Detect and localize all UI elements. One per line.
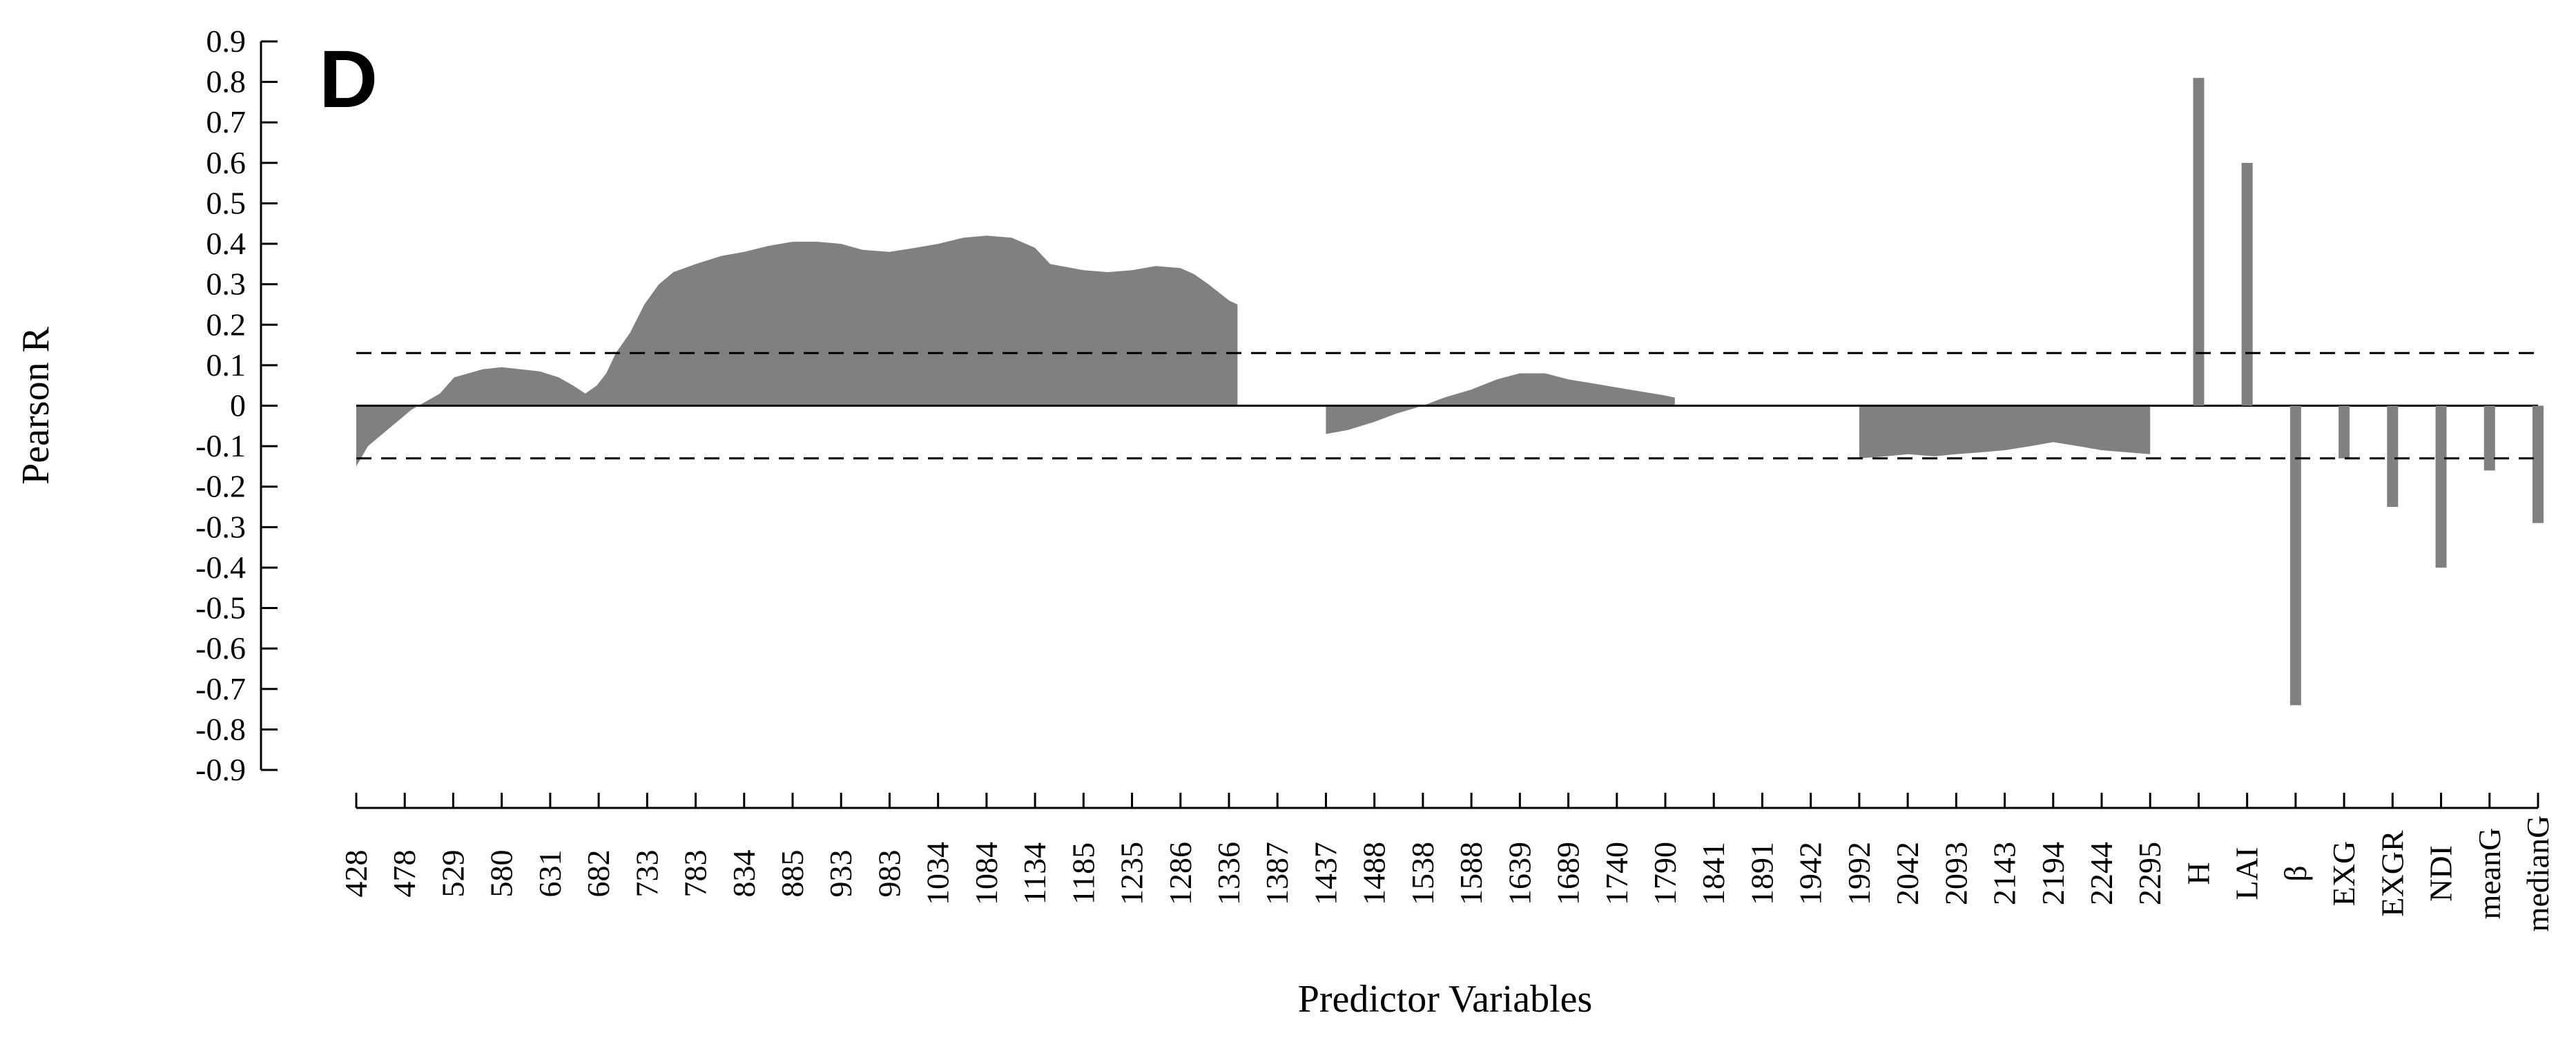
- y-tick-label: -0.8: [195, 711, 246, 746]
- x-tick-label: 2295: [2132, 842, 2167, 905]
- x-tick-label: 1286: [1163, 842, 1198, 905]
- variable-bars: [2193, 77, 2544, 706]
- x-tick-label: 885: [775, 850, 810, 898]
- x-tick-label: 580: [484, 850, 519, 898]
- y-tick-label: 0.8: [206, 64, 246, 99]
- x-tick-label: 1034: [920, 842, 956, 905]
- y-tick-label: -0.6: [195, 630, 246, 666]
- x-tick-label: 2244: [2084, 842, 2119, 905]
- x-tick-label: 2042: [1890, 842, 1925, 905]
- y-tick-label: 0.1: [206, 347, 246, 383]
- spectral-area-1: [356, 235, 1238, 467]
- x-tick-label: 2093: [1938, 842, 1973, 905]
- y-tick-label: -0.7: [195, 671, 246, 706]
- x-tick-label: 682: [581, 850, 616, 898]
- y-tick-label: -0.5: [195, 590, 246, 626]
- x-tick-label: 1084: [969, 842, 1004, 905]
- x-tick-label: EXG: [2326, 841, 2361, 907]
- x-tick-label: 1689: [1551, 842, 1586, 905]
- y-tick-label: 0.4: [206, 226, 246, 261]
- x-tick-label: 1942: [1793, 842, 1828, 905]
- x-tick-label: 2194: [2035, 842, 2071, 905]
- variable-bar-medianG: [2533, 405, 2544, 523]
- x-axis-title: Predictor Variables: [1298, 978, 1593, 1021]
- x-tick-label: NDI: [2423, 845, 2459, 902]
- x-tick-label: 1588: [1453, 842, 1489, 905]
- x-tick-label: 1538: [1405, 842, 1440, 905]
- x-tick-label: 1185: [1065, 842, 1101, 905]
- variable-bar-NDI: [2435, 405, 2447, 568]
- reference-lines: [356, 351, 2538, 460]
- x-tick-label: LAI: [2229, 847, 2265, 900]
- y-tick-label: 0.7: [206, 104, 246, 139]
- panel-label: D: [319, 34, 378, 125]
- y-tick-label: 0.3: [206, 267, 246, 302]
- variable-bar-H: [2193, 77, 2205, 406]
- variable-bar-β: [2289, 405, 2301, 706]
- variable-bar-LAI: [2241, 162, 2253, 406]
- y-tick-label: -0.9: [195, 752, 246, 787]
- spectral-area-2: [1326, 373, 1675, 434]
- x-tick-label: 529: [435, 850, 470, 898]
- x-tick-label: 478: [387, 850, 422, 898]
- x-tick-label: 983: [871, 850, 907, 898]
- x-tick-label: 1790: [1647, 842, 1683, 905]
- x-tick-label: 933: [823, 850, 858, 898]
- y-tick-label: 0.6: [206, 145, 246, 180]
- x-tick-label: 1437: [1308, 842, 1343, 905]
- x-tick-label: EXGR: [2374, 830, 2410, 917]
- x-tick-label: 1134: [1017, 842, 1052, 905]
- y-tick-label: -0.4: [195, 550, 246, 585]
- y-tick-label: 0.5: [206, 185, 246, 220]
- x-tick-label: medianG: [2520, 816, 2555, 932]
- y-tick-label: -0.1: [195, 428, 246, 463]
- y-tick-label: -0.3: [195, 509, 246, 544]
- variable-bar-EXGR: [2387, 405, 2399, 508]
- x-tick-label: 2143: [1987, 842, 2022, 905]
- x-tick-label: 1488: [1357, 842, 1392, 905]
- x-tick-label: 733: [629, 850, 664, 898]
- x-tick-label: 1841: [1696, 842, 1731, 905]
- x-tick-label: 1235: [1114, 842, 1150, 905]
- x-tick-label: 783: [678, 850, 713, 898]
- x-tick-label: 631: [532, 850, 568, 898]
- y-axis: 0.9 0.8 0.7 0.6 0.5 0.4 0.3 0.2 0.1 0 -0.1 -0.2 -0.3…: [195, 23, 278, 787]
- x-tick-label: 1740: [1599, 842, 1634, 905]
- x-tick-label: H: [2180, 862, 2216, 885]
- spectral-bar-area: [356, 235, 2538, 467]
- x-tick-label: 428: [338, 850, 374, 898]
- x-tick-label: β: [2278, 865, 2313, 881]
- x-tick-label: meanG: [2472, 828, 2507, 920]
- x-tick-label: 1639: [1502, 842, 1537, 905]
- x-tick-label: 1387: [1259, 842, 1295, 905]
- x-tick-label: 834: [726, 850, 762, 898]
- spectral-area-3: [1859, 405, 2151, 459]
- x-axis: 428 478 529 580 631 682 733 783 834 885 933 983 1034…: [338, 793, 2555, 932]
- variable-bar-EXG: [2338, 405, 2350, 459]
- y-tick-label: 0.9: [206, 23, 246, 59]
- y-tick-label: 0.2: [206, 307, 246, 342]
- variable-bar-meanG: [2483, 405, 2495, 471]
- x-tick-label: 1336: [1211, 842, 1246, 905]
- y-tick-label: -0.2: [195, 469, 246, 504]
- x-tick-label: 1891: [1744, 842, 1779, 905]
- y-axis-title: Pearson R: [14, 327, 57, 485]
- y-tick-label: 0: [230, 388, 246, 423]
- x-tick-label: 1992: [1841, 842, 1877, 905]
